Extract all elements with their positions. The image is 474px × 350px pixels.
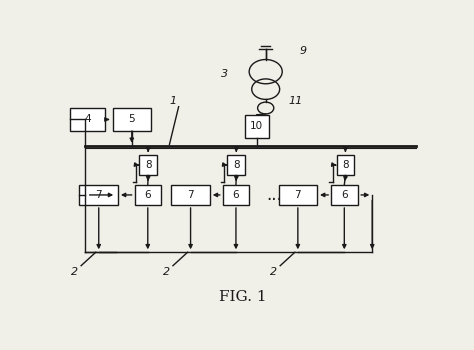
- Text: 6: 6: [341, 190, 347, 200]
- Bar: [171, 185, 210, 205]
- Text: ...: ...: [266, 186, 282, 204]
- Text: 1: 1: [169, 96, 177, 106]
- Text: 8: 8: [233, 160, 240, 170]
- Text: 7: 7: [294, 190, 301, 200]
- Bar: [223, 185, 249, 205]
- Bar: [245, 115, 269, 138]
- Text: 8: 8: [342, 160, 349, 170]
- Text: 5: 5: [128, 114, 135, 125]
- Text: 6: 6: [233, 190, 239, 200]
- Bar: [80, 185, 118, 205]
- Bar: [139, 155, 157, 175]
- Bar: [112, 108, 151, 131]
- Bar: [337, 155, 354, 175]
- Bar: [331, 185, 357, 205]
- Text: 8: 8: [145, 160, 152, 170]
- Text: 10: 10: [250, 121, 263, 131]
- Bar: [70, 108, 105, 131]
- Text: 2: 2: [270, 267, 278, 277]
- Text: FIG. 1: FIG. 1: [219, 290, 267, 304]
- Text: 6: 6: [145, 190, 151, 200]
- Text: 11: 11: [289, 96, 303, 106]
- Text: 3: 3: [221, 69, 228, 79]
- Text: 4: 4: [84, 114, 91, 125]
- Text: 2: 2: [71, 267, 78, 277]
- Text: 9: 9: [300, 46, 307, 56]
- Bar: [279, 185, 317, 205]
- Text: 2: 2: [163, 267, 170, 277]
- Bar: [228, 155, 245, 175]
- Bar: [135, 185, 161, 205]
- Text: 7: 7: [95, 190, 102, 200]
- Text: 7: 7: [187, 190, 194, 200]
